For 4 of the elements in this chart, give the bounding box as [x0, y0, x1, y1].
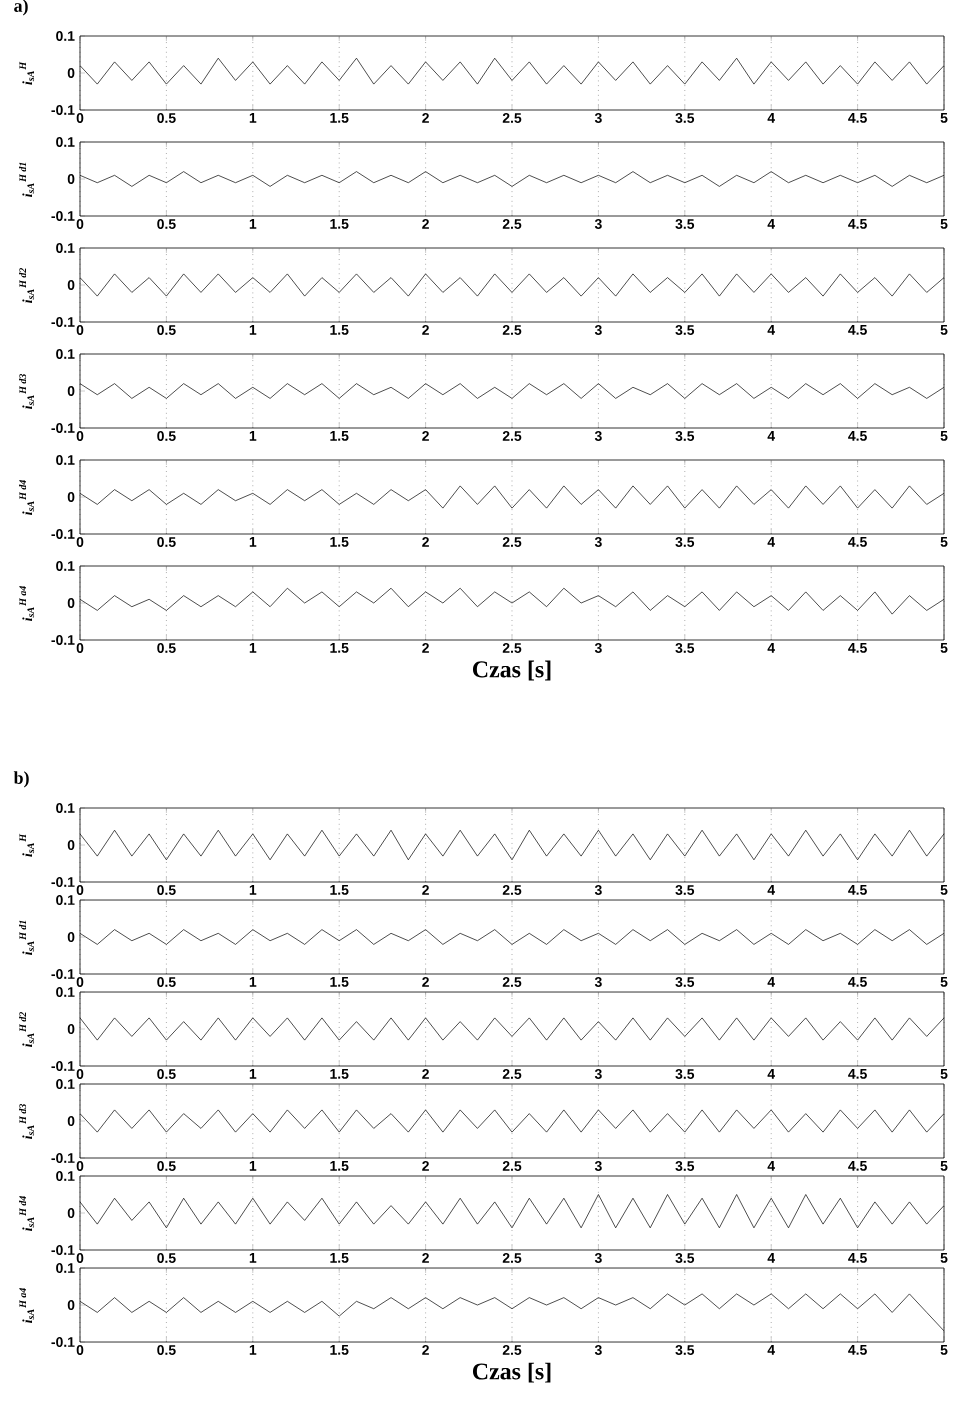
x-axis-title: Czas [s] — [472, 660, 551, 681]
chart-title: b) — [13, 771, 29, 788]
chart-title: a) — [14, 0, 28, 16]
x-axis-title: Czas [s] — [472, 1362, 551, 1383]
